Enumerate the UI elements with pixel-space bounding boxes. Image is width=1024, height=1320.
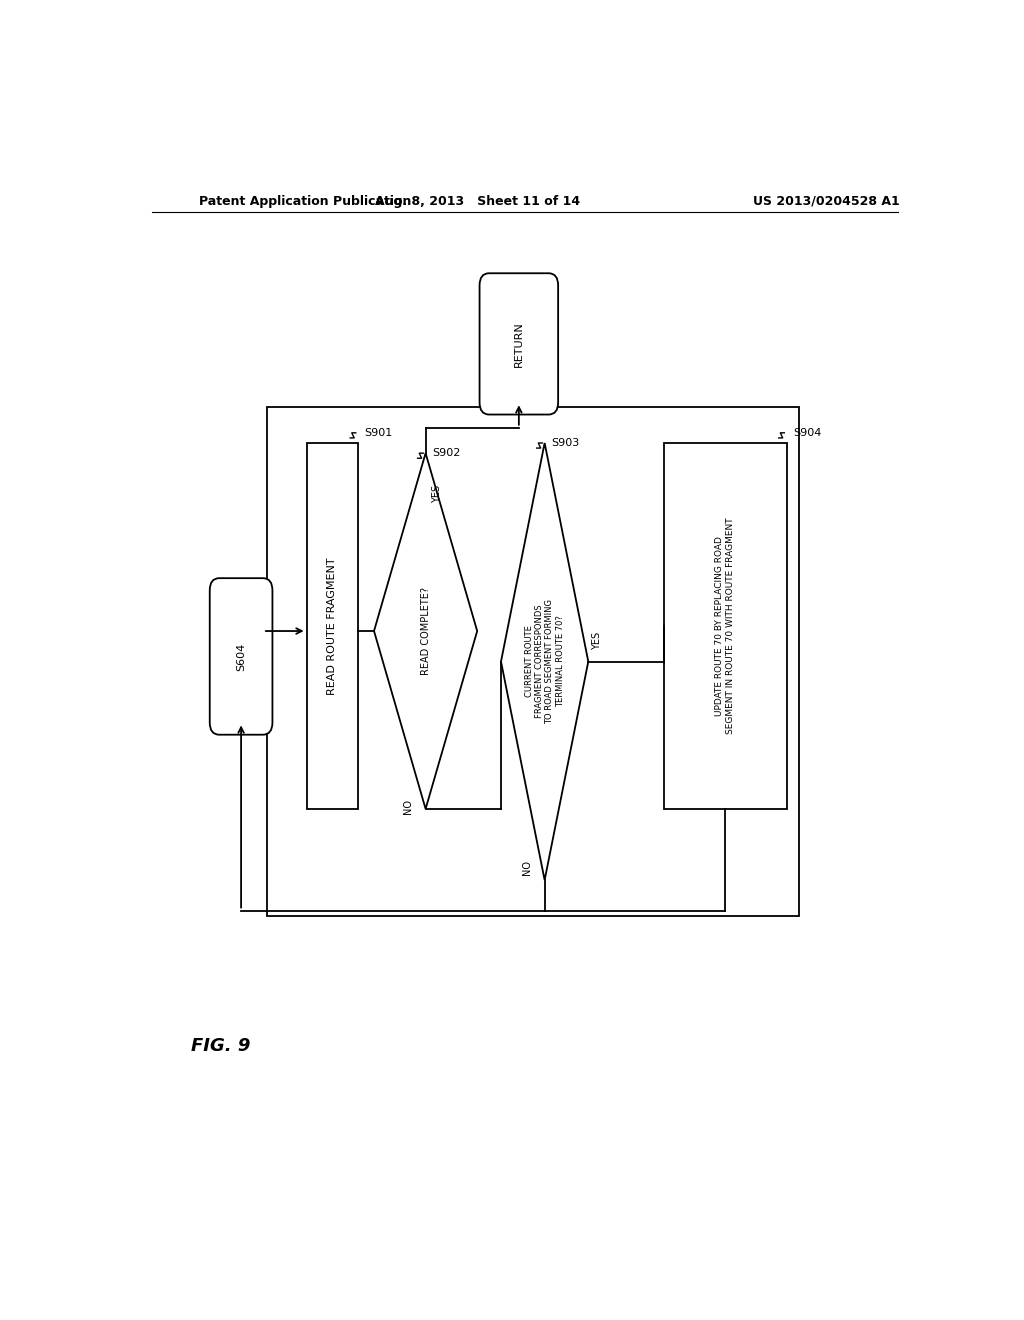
Text: FIG. 9: FIG. 9	[191, 1038, 251, 1055]
Text: READ COMPLETE?: READ COMPLETE?	[421, 587, 431, 675]
Bar	[306, 444, 358, 809]
Text: YES: YES	[432, 484, 442, 503]
Text: S904: S904	[793, 428, 821, 438]
Polygon shape	[374, 453, 477, 809]
Text: US 2013/0204528 A1: US 2013/0204528 A1	[753, 194, 900, 207]
Text: Aug. 8, 2013   Sheet 11 of 14: Aug. 8, 2013 Sheet 11 of 14	[375, 194, 580, 207]
Text: CURRENT ROUTE
FRAGMENT CORRESPONDS
TO ROAD SEGMENT FORMING
TERMINAL ROUTE 70?: CURRENT ROUTE FRAGMENT CORRESPONDS TO RO…	[524, 599, 565, 723]
Text: YES: YES	[592, 632, 602, 651]
Polygon shape	[501, 444, 588, 880]
Text: S903: S903	[551, 438, 580, 447]
FancyBboxPatch shape	[479, 273, 558, 414]
FancyBboxPatch shape	[210, 578, 272, 735]
Text: NO: NO	[403, 799, 413, 813]
Text: S604: S604	[237, 643, 246, 671]
Text: READ ROUTE FRAGMENT: READ ROUTE FRAGMENT	[328, 557, 337, 694]
Text: S901: S901	[365, 428, 393, 438]
Bar	[664, 444, 786, 809]
Text: Patent Application Publication: Patent Application Publication	[200, 194, 412, 207]
Text: S902: S902	[432, 449, 461, 458]
Text: RETURN: RETURN	[514, 321, 524, 367]
Text: UPDATE ROUTE 70 BY REPLACING ROAD
SEGMENT IN ROUTE 70 WITH ROUTE FRAGMENT: UPDATE ROUTE 70 BY REPLACING ROAD SEGMEN…	[716, 517, 735, 734]
Bar	[267, 408, 799, 916]
Text: NO: NO	[522, 859, 532, 875]
